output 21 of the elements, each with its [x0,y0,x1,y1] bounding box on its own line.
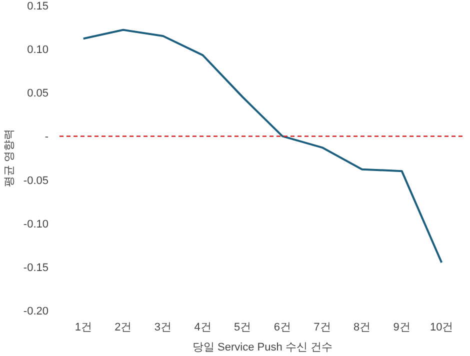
x-tick-label: 7건 [314,322,331,334]
y-tick-label: -0.10 [23,218,49,230]
y-tick-label: 0.15 [27,0,49,12]
y-tick-label: -0.15 [23,262,49,274]
y-tick-label: -0.20 [23,306,49,318]
x-tick-label: 3건 [154,322,172,334]
x-tick-label: 10건 [430,322,454,334]
x-tick-label: 2건 [114,322,132,334]
x-axis-title: 당일 Service Push 수신 건수 [192,342,332,354]
y-tick-label: - [44,131,49,144]
y-tick-label: -0.05 [23,174,49,187]
y-tick-label: 0.05 [27,88,49,100]
x-tick-label: 1건 [74,322,92,334]
x-tick-label: 5건 [234,322,252,334]
y-axis-title: 평균 영향력 [3,128,16,188]
x-tick-label: 6건 [274,322,291,334]
x-tick-label: 8건 [353,322,371,334]
x-tick-label: 4건 [194,322,212,334]
x-tick-label: 9건 [393,322,410,334]
line-series [82,28,443,264]
y-tick-label: 0.10 [27,44,49,56]
